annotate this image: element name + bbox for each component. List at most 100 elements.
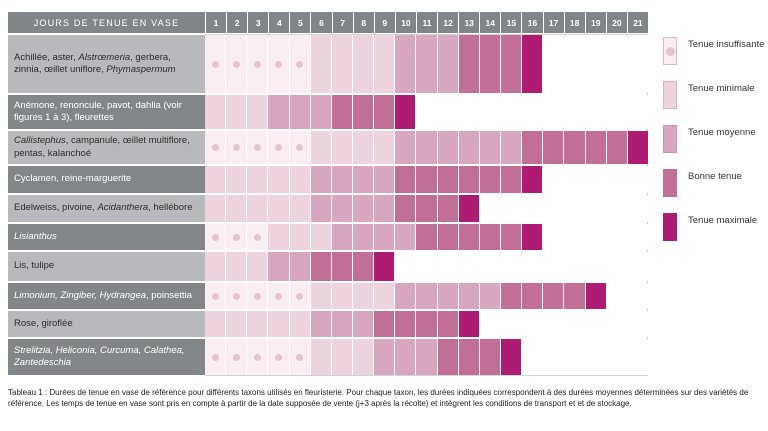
taxon-row: Strelitzia, Heliconia, Curcuma, Calathea… bbox=[8, 339, 648, 375]
cell-day-3 bbox=[247, 195, 268, 222]
taxon-row: Achillée, aster, Alstrœmeria, gerbera, z… bbox=[8, 35, 648, 93]
taxon-label-text: Strelitzia, Heliconia, Curcuma, Calathea… bbox=[14, 345, 197, 370]
cell-day-16 bbox=[522, 95, 543, 129]
cell-day-10 bbox=[395, 195, 416, 222]
cell-day-5 bbox=[289, 224, 310, 250]
cell-day-6 bbox=[310, 35, 331, 93]
legend-item: Tenue moyenne bbox=[663, 125, 765, 153]
cell-day-9 bbox=[374, 95, 395, 129]
insufficient-dot-marker bbox=[296, 353, 304, 361]
cell-day-21 bbox=[627, 339, 648, 375]
cell-day-4 bbox=[268, 195, 289, 222]
cell-day-18 bbox=[564, 35, 585, 93]
taxon-label-text: Cyclamen, reine-marguerite bbox=[14, 173, 131, 186]
taxon-name-text: Anémone, renoncule, pavot, dahlia (voir … bbox=[14, 99, 182, 124]
day-header-16: 16 bbox=[522, 12, 543, 33]
cell-day-20 bbox=[606, 311, 627, 337]
cell-day-21 bbox=[627, 252, 648, 281]
day-header-14: 14 bbox=[480, 12, 501, 33]
cell-day-6 bbox=[310, 195, 331, 222]
cell-day-21 bbox=[627, 283, 648, 309]
insufficient-dot-marker bbox=[211, 353, 219, 361]
taxon-label: Strelitzia, Heliconia, Curcuma, Calathea… bbox=[8, 339, 205, 375]
cell-day-19 bbox=[585, 224, 606, 250]
legend-label: Tenue minimale bbox=[688, 83, 755, 94]
cell-day-9 bbox=[374, 252, 395, 281]
cell-day-17 bbox=[543, 283, 564, 309]
row-cells bbox=[205, 35, 648, 93]
insufficient-dot-marker bbox=[253, 144, 261, 151]
cell-day-15 bbox=[500, 224, 522, 250]
cell-day-1 bbox=[205, 35, 226, 93]
day-header-11: 11 bbox=[416, 12, 438, 33]
cell-day-19 bbox=[585, 35, 606, 93]
cell-day-16 bbox=[522, 339, 543, 375]
cell-day-12 bbox=[437, 339, 458, 375]
cell-day-2 bbox=[226, 166, 247, 193]
cell-day-6 bbox=[310, 95, 331, 129]
taxon-name-italic: Limonium, Zingiber, Hydrangea bbox=[14, 289, 147, 301]
cell-day-20 bbox=[606, 95, 627, 129]
cell-day-8 bbox=[352, 131, 374, 164]
cell-day-13 bbox=[458, 252, 479, 281]
cell-day-7 bbox=[331, 166, 352, 193]
cell-day-8 bbox=[352, 35, 374, 93]
cell-day-8 bbox=[352, 252, 374, 281]
cell-day-10 bbox=[395, 166, 416, 193]
day-header-3: 3 bbox=[248, 12, 269, 33]
cell-day-5 bbox=[289, 252, 310, 281]
cell-day-8 bbox=[352, 195, 374, 222]
cell-day-2 bbox=[226, 283, 247, 309]
cell-day-15 bbox=[500, 195, 522, 222]
taxon-label-text: Edelweiss, pivoine, Acidanthera, hellébo… bbox=[14, 202, 193, 215]
row-cells bbox=[205, 131, 648, 164]
taxon-name-italic: Lisianthus bbox=[14, 230, 57, 242]
cell-day-6 bbox=[310, 252, 331, 281]
cell-day-3 bbox=[247, 35, 268, 93]
cell-day-14 bbox=[479, 131, 500, 164]
insufficient-dot-marker bbox=[253, 60, 261, 68]
taxon-label: Edelweiss, pivoine, Acidanthera, hellébo… bbox=[8, 195, 205, 222]
table-header-row: JOURS DE TENUE EN VASE 1 2 3 4 5 6 7 8 9 10 11 12 13… bbox=[8, 12, 648, 33]
cell-day-1 bbox=[205, 131, 226, 164]
cell-day-6 bbox=[310, 311, 331, 337]
cell-day-12 bbox=[437, 131, 458, 164]
taxon-name-text: , hellébore bbox=[148, 202, 193, 214]
cell-day-7 bbox=[331, 35, 352, 93]
cell-day-12 bbox=[437, 195, 458, 222]
cell-day-16 bbox=[522, 131, 543, 164]
cell-day-11 bbox=[416, 35, 437, 93]
cell-day-1 bbox=[205, 95, 226, 129]
taxon-row: Rose, giroflée bbox=[8, 311, 648, 337]
taxon-name-text: Achillée, aster, bbox=[14, 51, 79, 63]
cell-day-12 bbox=[437, 35, 458, 93]
cell-day-16 bbox=[522, 252, 543, 281]
cell-day-15 bbox=[500, 166, 522, 193]
cell-day-11 bbox=[416, 195, 437, 222]
day-header-12: 12 bbox=[438, 12, 459, 33]
insufficient-dot-marker bbox=[274, 353, 282, 361]
cell-day-7 bbox=[331, 131, 352, 164]
cell-day-19 bbox=[585, 283, 606, 309]
cell-day-5 bbox=[289, 283, 310, 309]
cell-day-20 bbox=[606, 339, 627, 375]
cell-day-1 bbox=[205, 224, 226, 250]
cell-day-1 bbox=[205, 195, 226, 222]
taxon-row: Lis, tulipe bbox=[8, 252, 648, 281]
legend-swatch-level-5 bbox=[663, 213, 677, 241]
cell-day-17 bbox=[543, 311, 564, 337]
cell-day-17 bbox=[543, 339, 564, 375]
insufficient-dot-marker bbox=[253, 233, 261, 241]
cell-day-3 bbox=[247, 166, 268, 193]
legend-item: Tenue maximale bbox=[663, 213, 765, 241]
cell-day-20 bbox=[606, 283, 627, 309]
cell-day-16 bbox=[522, 35, 543, 93]
cell-day-16 bbox=[522, 224, 543, 250]
cell-day-14 bbox=[479, 311, 500, 337]
cell-day-21 bbox=[627, 95, 648, 129]
legend-item: Bonne tenue bbox=[663, 169, 765, 197]
taxon-label: Lis, tulipe bbox=[8, 252, 205, 281]
cell-day-2 bbox=[226, 339, 247, 375]
cell-day-7 bbox=[331, 339, 352, 375]
taxon-row: Anémone, renoncule, pavot, dahlia (voir … bbox=[8, 95, 648, 129]
